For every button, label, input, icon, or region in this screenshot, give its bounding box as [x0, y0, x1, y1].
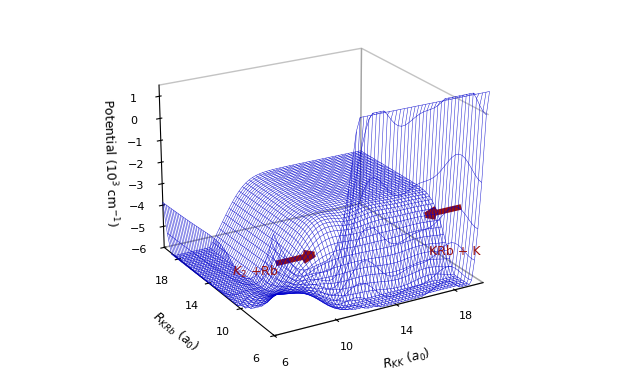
- Y-axis label: $R_{KRb}$ $(a_0)$: $R_{KRb}$ $(a_0)$: [149, 308, 202, 355]
- X-axis label: $R_{KK}$ $(a_0)$: $R_{KK}$ $(a_0)$: [381, 346, 432, 373]
